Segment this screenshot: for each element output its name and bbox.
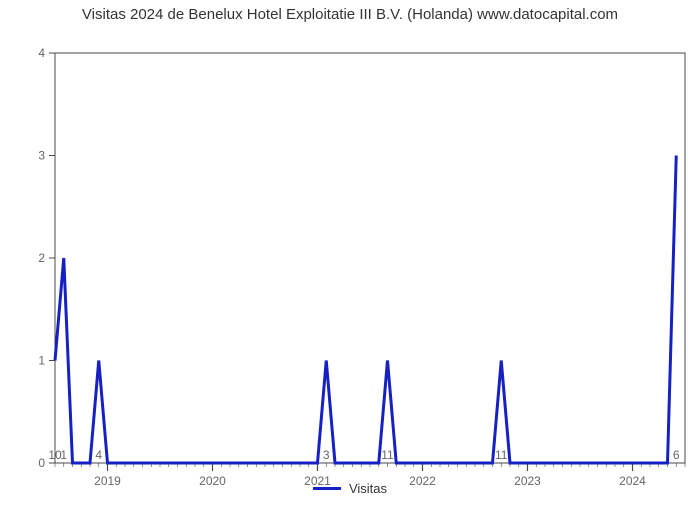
svg-text:1: 1 bbox=[60, 448, 67, 462]
svg-text:2023: 2023 bbox=[514, 474, 541, 488]
svg-text:2024: 2024 bbox=[619, 474, 646, 488]
svg-text:0: 0 bbox=[38, 456, 45, 470]
svg-text:6: 6 bbox=[673, 448, 680, 462]
chart-container: Visitas 2024 de Benelux Hotel Exploitati… bbox=[0, 0, 700, 500]
svg-text:11: 11 bbox=[381, 448, 394, 462]
svg-text:3: 3 bbox=[38, 149, 45, 163]
legend-swatch bbox=[313, 487, 341, 490]
svg-text:4: 4 bbox=[95, 448, 102, 462]
svg-text:1: 1 bbox=[38, 354, 45, 368]
svg-text:2022: 2022 bbox=[409, 474, 436, 488]
svg-text:2020: 2020 bbox=[199, 474, 226, 488]
svg-text:11: 11 bbox=[495, 448, 508, 462]
chart-title: Visitas 2024 de Benelux Hotel Exploitati… bbox=[0, 0, 700, 23]
legend: Visitas bbox=[313, 481, 387, 496]
line-chart: 012342019202020212022202320241014311116 bbox=[0, 23, 700, 523]
svg-text:2019: 2019 bbox=[94, 474, 121, 488]
svg-text:2: 2 bbox=[38, 251, 45, 265]
legend-label: Visitas bbox=[349, 481, 387, 496]
svg-text:3: 3 bbox=[323, 448, 330, 462]
svg-text:4: 4 bbox=[38, 46, 45, 60]
